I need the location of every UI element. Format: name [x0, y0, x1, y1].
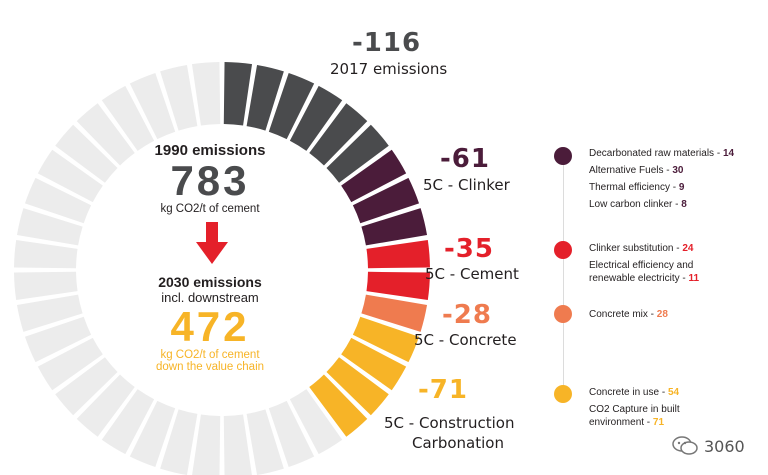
end-label-1: 2030 emissions — [158, 274, 262, 290]
start-value: 783 — [170, 157, 250, 204]
start-label: 1990 emissions — [154, 142, 266, 159]
center-start: 1990 emissions 783 kg CO2/t of cement — [120, 142, 300, 215]
ring-tile — [223, 62, 253, 126]
watermark: 3060 — [672, 432, 745, 460]
ring-tile — [361, 294, 428, 332]
legend-item: Concrete mix - 28 — [589, 309, 668, 320]
segment-label-carbonation-2: Carbonation — [412, 434, 504, 452]
start-unit: kg CO2/t of cement — [160, 203, 260, 215]
legend-item: Alternative Fuels - 30 — [589, 165, 684, 176]
legend-dot-cement — [554, 241, 572, 259]
ring-tile — [352, 177, 420, 224]
ring-tile — [361, 208, 428, 246]
legend-item: CO2 Capture in built — [589, 404, 680, 415]
segment-value-2017: -116 — [352, 28, 422, 58]
end-label-2: incl. downstream — [161, 290, 259, 305]
ring-tile — [76, 103, 135, 166]
ring-tile — [55, 124, 118, 183]
legend-item: Low carbon clinker - 8 — [589, 199, 687, 210]
ring-tile — [268, 400, 315, 468]
legend-item: environment - 71 — [589, 417, 665, 428]
ring-tile — [289, 389, 343, 455]
ring-tile — [24, 177, 92, 224]
end-value: 472 — [170, 303, 250, 350]
ring-tile — [366, 239, 430, 269]
ring-tile — [268, 72, 315, 140]
ring-tile — [223, 414, 252, 475]
ring-tile — [101, 389, 155, 455]
ring-tile — [246, 64, 284, 131]
ring-tile — [341, 149, 407, 203]
ring-tile — [16, 208, 83, 246]
ring-tile — [129, 400, 176, 468]
ring-tile — [16, 294, 83, 332]
ring-tile — [309, 374, 368, 437]
legend-dot-clinker — [554, 147, 572, 165]
end-unit-1: kg CO2/t of cement — [160, 349, 260, 361]
segment-value-concrete: -28 — [442, 300, 492, 330]
ring-tile — [309, 103, 368, 166]
segment-label-clinker: 5C - Clinker — [423, 176, 510, 194]
legend-dot-concrete — [554, 305, 572, 323]
legend-item: Electrical efficiency and — [589, 260, 694, 271]
ring-tile — [326, 357, 389, 416]
segment-label-concrete: 5C - Concrete — [414, 331, 517, 349]
segment-label-cement: 5C - Cement — [425, 265, 519, 283]
segment-label-carbonation-1: 5C - Construction — [384, 414, 515, 432]
ring-tile — [14, 239, 78, 269]
wechat-icon — [672, 436, 698, 455]
ring-tile — [289, 85, 343, 151]
ring-tile — [326, 124, 389, 183]
down-arrow-icon — [196, 222, 228, 264]
segment-value-carbonation: -71 — [418, 375, 468, 405]
legend-item: renewable electricity - 11 — [589, 273, 700, 284]
ring-tile — [24, 316, 92, 363]
segment-value-cement: -35 — [444, 234, 494, 264]
ring-tile — [366, 271, 430, 301]
watermark-text: 3060 — [704, 436, 745, 456]
legend-item: Clinker substitution - 24 — [589, 243, 694, 254]
ring-tile — [352, 316, 420, 363]
ring-tile — [76, 374, 135, 437]
ring-tile — [37, 337, 103, 391]
ring-tile — [14, 271, 78, 301]
end-unit-2: down the value chain — [155, 361, 265, 373]
segment-label-2017: 2017 emissions — [330, 60, 448, 78]
ring-tile — [246, 409, 284, 475]
ring-tile — [160, 409, 198, 475]
center-end: 2030 emissions incl. downstream 472 kg C… — [120, 274, 300, 373]
legend-item: Thermal efficiency - 9 — [589, 182, 685, 193]
segment-value-clinker: -61 — [440, 144, 490, 174]
ring-tile — [129, 72, 176, 140]
ring-tile — [101, 85, 155, 151]
ring-tile — [191, 62, 221, 126]
ring-tile — [55, 357, 118, 416]
legend-dot-carbonation — [554, 385, 572, 403]
legend-connector — [563, 156, 564, 396]
legend-item: Decarbonated raw materials - 14 — [589, 148, 735, 159]
ring-tile — [341, 337, 407, 391]
ring-tile — [160, 64, 198, 131]
legend-item: Concrete in use - 54 — [589, 387, 680, 398]
ring-tile — [192, 414, 221, 475]
ring-tile — [37, 149, 103, 203]
